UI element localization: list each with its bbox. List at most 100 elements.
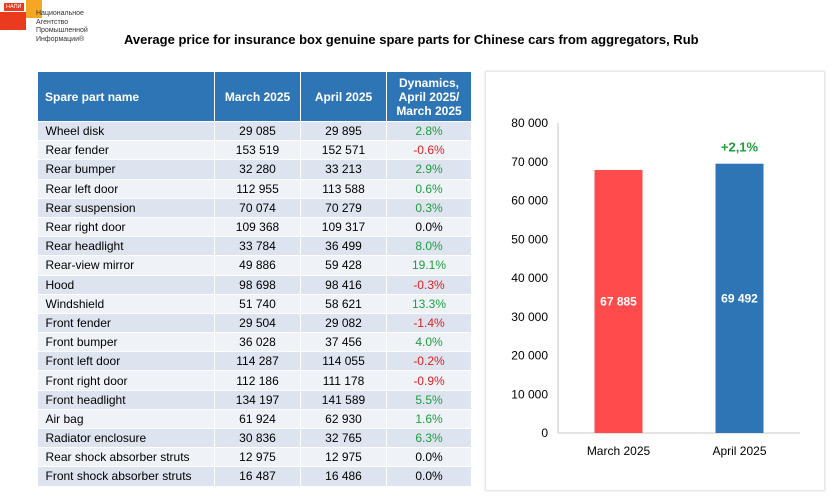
- dynamics-cell: 2.8%: [386, 121, 472, 142]
- header-dynamics: Dynamics, April 2025/ March 2025: [386, 71, 472, 122]
- table-row: Windshield 51 740 58 621 13.3%: [37, 294, 472, 314]
- logo-abbreviation: НАПИ: [4, 3, 24, 11]
- bar-april-2025: [715, 163, 764, 433]
- dynamics-cell: -0.6%: [386, 140, 472, 161]
- table-body: Wheel disk 29 085 29 895 2.8% Rear fender 153…: [37, 121, 472, 487]
- april-price-cell: 33 213: [300, 159, 387, 180]
- growth-annotation: +2,1%: [721, 140, 759, 155]
- table-row: Rear bumper 32 280 33 213 2.9%: [37, 159, 472, 180]
- march-price-cell: 134 197: [214, 390, 301, 410]
- april-price-cell: 36 499: [300, 236, 387, 257]
- april-price-cell: 111 178: [300, 370, 387, 391]
- dynamics-cell: -0.2%: [386, 351, 472, 372]
- march-price-cell: 112 955: [214, 179, 301, 199]
- march-price-cell: 49 886: [214, 255, 301, 276]
- april-price-cell: 98 416: [300, 275, 387, 295]
- table-row: Front shock absorber struts 16 487 16 486 0…: [37, 466, 472, 487]
- dynamics-cell: 2.9%: [386, 159, 472, 180]
- page-title: Average price for insurance box genuine …: [124, 32, 699, 47]
- march-price-cell: 30 836: [214, 428, 301, 449]
- table-row: Rear right door 109 368 109 317 0.0%: [37, 217, 472, 238]
- part-name-cell: Front bumper: [37, 332, 215, 353]
- dynamics-cell: 0.0%: [386, 217, 472, 238]
- dynamics-cell: 13.3%: [386, 294, 472, 314]
- y-tick-label: 60 000: [511, 194, 548, 208]
- april-price-cell: 58 621: [300, 294, 387, 314]
- april-price-cell: 70 279: [300, 198, 387, 218]
- march-price-cell: 109 368: [214, 217, 301, 238]
- march-price-cell: 98 698: [214, 275, 301, 295]
- logo-red-square: [0, 12, 26, 30]
- dynamics-cell: -0.9%: [386, 370, 472, 391]
- part-name-cell: Front shock absorber struts: [37, 466, 215, 487]
- table-row: Front right door 112 186 111 178 -0.9%: [37, 370, 472, 391]
- dynamics-cell: 5.5%: [386, 390, 472, 410]
- y-tick-label: 20 000: [511, 349, 548, 363]
- march-price-cell: 29 504: [214, 313, 301, 334]
- march-price-cell: 36 028: [214, 332, 301, 353]
- table-row: Front fender 29 504 29 082 -1.4%: [37, 313, 472, 334]
- part-name-cell: Rear right door: [37, 217, 215, 238]
- price-bar-chart: 0 10 000 20 000 30 000 40 000 50 000 60 000 70 …: [511, 116, 800, 458]
- march-price-cell: 70 074: [214, 198, 301, 218]
- march-price-cell: 114 287: [214, 351, 301, 372]
- y-tick-label: 40 000: [511, 271, 548, 285]
- april-price-cell: 32 765: [300, 428, 387, 449]
- bar-march-2025: [594, 169, 643, 433]
- march-price-cell: 153 519: [214, 140, 301, 161]
- bar-value-label: 67 885: [600, 294, 637, 308]
- table-row: Rear-view mirror 49 886 59 428 19.1%: [37, 255, 472, 276]
- table-row: Rear headlight 33 784 36 499 8.0%: [37, 236, 472, 257]
- x-category-label: March 2025: [587, 444, 651, 458]
- part-name-cell: Rear suspension: [37, 198, 215, 218]
- table-row: Rear fender 153 519 152 571 -0.6%: [37, 140, 472, 161]
- april-price-cell: 37 456: [300, 332, 387, 353]
- header-march-2025: March 2025: [214, 71, 301, 122]
- dynamics-cell: 0.6%: [386, 179, 472, 199]
- april-price-cell: 62 930: [300, 409, 387, 430]
- x-category-label: April 2025: [712, 444, 766, 458]
- dynamics-cell: 6.3%: [386, 428, 472, 449]
- y-tick-label: 10 000: [511, 387, 548, 401]
- table-row: Radiator enclosure 30 836 32 765 6.3%: [37, 428, 472, 449]
- table-header-row: Spare part name March 2025 April 2025 Dy…: [37, 71, 472, 122]
- table-row: Front bumper 36 028 37 456 4.0%: [37, 332, 472, 353]
- part-name-cell: Front right door: [37, 370, 215, 391]
- april-price-cell: 141 589: [300, 390, 387, 410]
- table-row: Rear suspension 70 074 70 279 0.3%: [37, 198, 472, 218]
- march-price-cell: 29 085: [214, 121, 301, 142]
- dynamics-cell: 8.0%: [386, 236, 472, 257]
- april-price-cell: 59 428: [300, 255, 387, 276]
- dynamics-cell: 0.0%: [386, 447, 472, 468]
- dynamics-cell: 0.3%: [386, 198, 472, 218]
- part-name-cell: Rear headlight: [37, 236, 215, 257]
- logo-orange-square: [26, 0, 42, 18]
- part-name-cell: Front fender: [37, 313, 215, 334]
- april-price-cell: 12 975: [300, 447, 387, 468]
- logo-agency-name: Национальное Агентство Промышленной Инфо…: [36, 10, 88, 43]
- part-name-cell: Rear left door: [37, 179, 215, 199]
- part-name-cell: Front headlight: [37, 390, 215, 410]
- y-tick-label: 50 000: [511, 232, 548, 246]
- march-price-cell: 33 784: [214, 236, 301, 257]
- part-name-cell: Rear shock absorber struts: [37, 447, 215, 468]
- napi-logo: НАПИ Национальное Агентство Промышленной…: [0, 0, 100, 50]
- dynamics-cell: 0.0%: [386, 466, 472, 487]
- y-tick-label: 80 000: [511, 116, 548, 130]
- part-name-cell: Rear fender: [37, 140, 215, 161]
- header-april-2025: April 2025: [300, 71, 387, 122]
- april-price-cell: 29 895: [300, 121, 387, 142]
- y-tick-label: 30 000: [511, 310, 548, 324]
- march-price-cell: 61 924: [214, 409, 301, 430]
- y-tick-label: 0: [541, 426, 548, 440]
- table-row: Rear shock absorber struts 12 975 12 975 0.…: [37, 447, 472, 468]
- table-row: Front headlight 134 197 141 589 5.5%: [37, 390, 472, 410]
- april-price-cell: 152 571: [300, 140, 387, 161]
- table-row: Hood 98 698 98 416 -0.3%: [37, 275, 472, 295]
- table-row: Air bag 61 924 62 930 1.6%: [37, 409, 472, 430]
- part-name-cell: Rear-view mirror: [37, 255, 215, 276]
- header-spare-part-name: Spare part name: [37, 71, 215, 122]
- april-price-cell: 29 082: [300, 313, 387, 334]
- spare-parts-table: Spare part name March 2025 April 2025 Dy…: [37, 71, 472, 487]
- part-name-cell: Windshield: [37, 294, 215, 314]
